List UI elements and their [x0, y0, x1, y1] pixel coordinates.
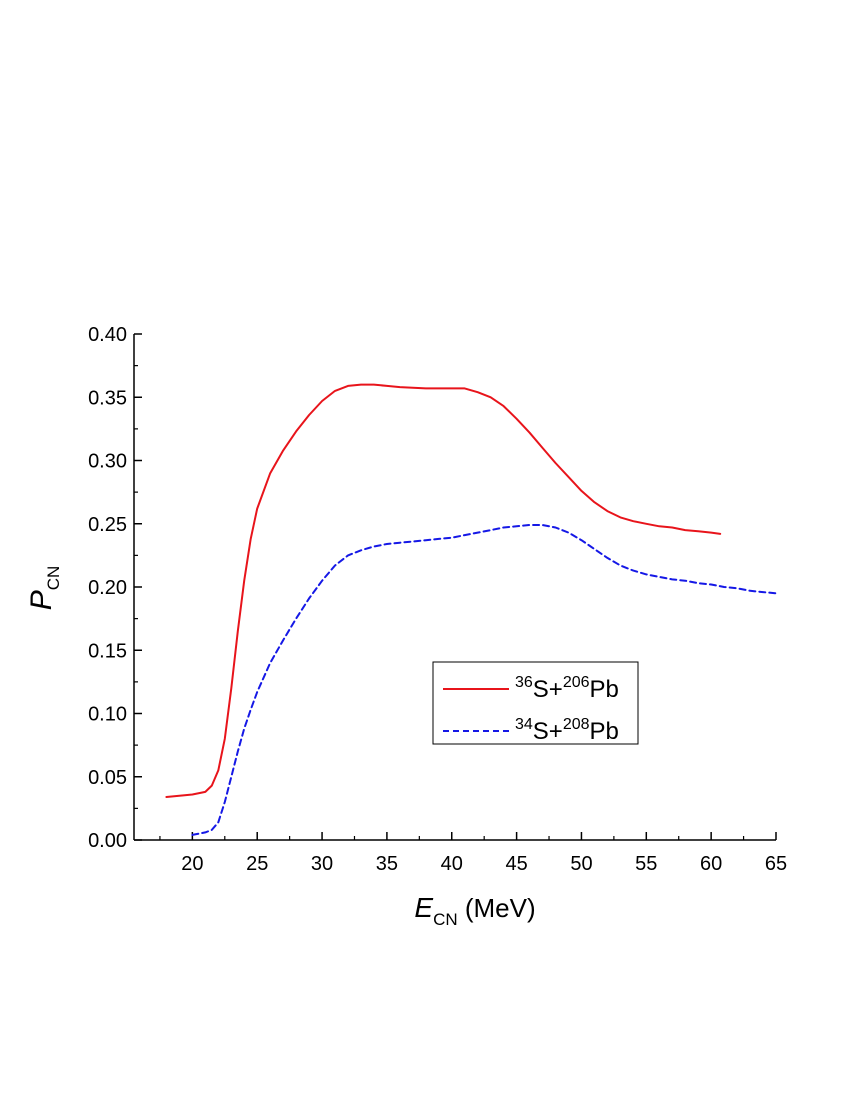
y-axis-title-sub: CN: [44, 566, 63, 591]
y-tick-label-0.10: 0.10: [88, 704, 127, 726]
legend-label-34s208pb: 34S+208Pb: [515, 716, 619, 745]
x-tick-label-65: 65: [765, 853, 787, 875]
legend-34s208pb-sup1: 34: [515, 716, 533, 733]
y-axis-title: PCN: [25, 566, 63, 611]
y-axis-ticks: 0.00 0.05 0.10 0.15 0.20 0.25 0.30 0.35 0.40: [88, 324, 142, 852]
x-tick-label-35: 35: [376, 853, 398, 875]
y-axis-title-main: P: [25, 590, 58, 610]
x-axis-title-sub: CN: [433, 910, 458, 929]
x-tick-label-25: 25: [246, 853, 268, 875]
x-axis-title-main: E: [414, 892, 433, 923]
legend-34s208pb-el1: S+: [533, 718, 563, 745]
x-tick-label-45: 45: [505, 853, 527, 875]
x-axis-title: ECN (MeV): [414, 892, 535, 929]
x-tick-label-60: 60: [700, 853, 722, 875]
plot-area: 20 25 30 35 40 45 50 55 60 65 0.00 0.05 0.10 0.15 0.2…: [88, 324, 787, 875]
legend-34s208pb-el2: Pb: [590, 718, 619, 745]
x-axis-title-unit: (MeV): [458, 893, 536, 923]
x-tick-label-55: 55: [635, 853, 657, 875]
x-tick-label-50: 50: [570, 853, 592, 875]
series-lines: [165, 383, 777, 836]
legend-36s206pb-el1: S+: [533, 676, 563, 703]
series-line-36s206pb: [165, 383, 722, 798]
y-tick-label-0.40: 0.40: [88, 324, 127, 346]
x-tick-label-40: 40: [441, 853, 463, 875]
legend: 36S+206Pb 34S+208Pb: [432, 661, 639, 745]
y-tick-label-0.15: 0.15: [88, 640, 127, 662]
legend-36s206pb-sup1: 36: [515, 674, 533, 691]
x-tick-label-20: 20: [181, 853, 203, 875]
y-tick-label-0.25: 0.25: [88, 514, 127, 536]
y-tick-label-0.20: 0.20: [88, 577, 127, 599]
y-tick-label-0.00: 0.00: [88, 830, 127, 852]
legend-36s206pb-sup2: 206: [563, 674, 590, 691]
legend-36s206pb-el2: Pb: [590, 676, 619, 703]
y-tick-label-0.30: 0.30: [88, 451, 127, 473]
y-tick-label-0.35: 0.35: [88, 387, 127, 409]
x-axis-ticks: 20 25 30 35 40 45 50 55 60 65: [159, 832, 787, 875]
legend-label-36s206pb: 36S+206Pb: [515, 674, 619, 703]
legend-34s208pb-sup2: 208: [563, 716, 590, 733]
x-tick-label-30: 30: [311, 853, 333, 875]
y-tick-label-0.05: 0.05: [88, 767, 127, 789]
series-line-34s208pb: [191, 524, 777, 836]
